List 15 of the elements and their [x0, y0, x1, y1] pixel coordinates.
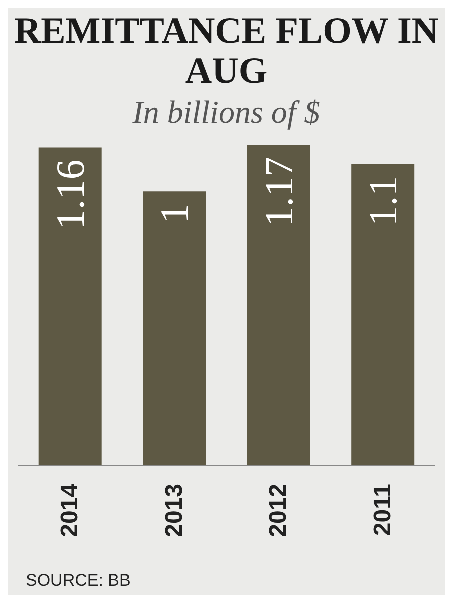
bar: [247, 145, 310, 466]
data-label: 1.17: [256, 157, 302, 227]
x-tick-label: 2012: [265, 484, 292, 538]
data-label: 1.16: [48, 160, 93, 230]
data-label: 1: [152, 204, 198, 224]
bar: [38, 148, 102, 466]
chart-title: REMITTANCE FLOW IN AUG: [13, 10, 440, 92]
x-tick-label: 2014: [56, 483, 84, 538]
bar: [352, 164, 415, 466]
x-tick-label: 2011: [369, 484, 396, 536]
source-note: SOURCE: BB: [25, 571, 132, 592]
bar: [143, 192, 206, 466]
x-tick-label: 2013: [160, 484, 188, 538]
chart-subtitle: In billions of $: [132, 94, 322, 131]
data-label: 1.1: [360, 176, 406, 226]
